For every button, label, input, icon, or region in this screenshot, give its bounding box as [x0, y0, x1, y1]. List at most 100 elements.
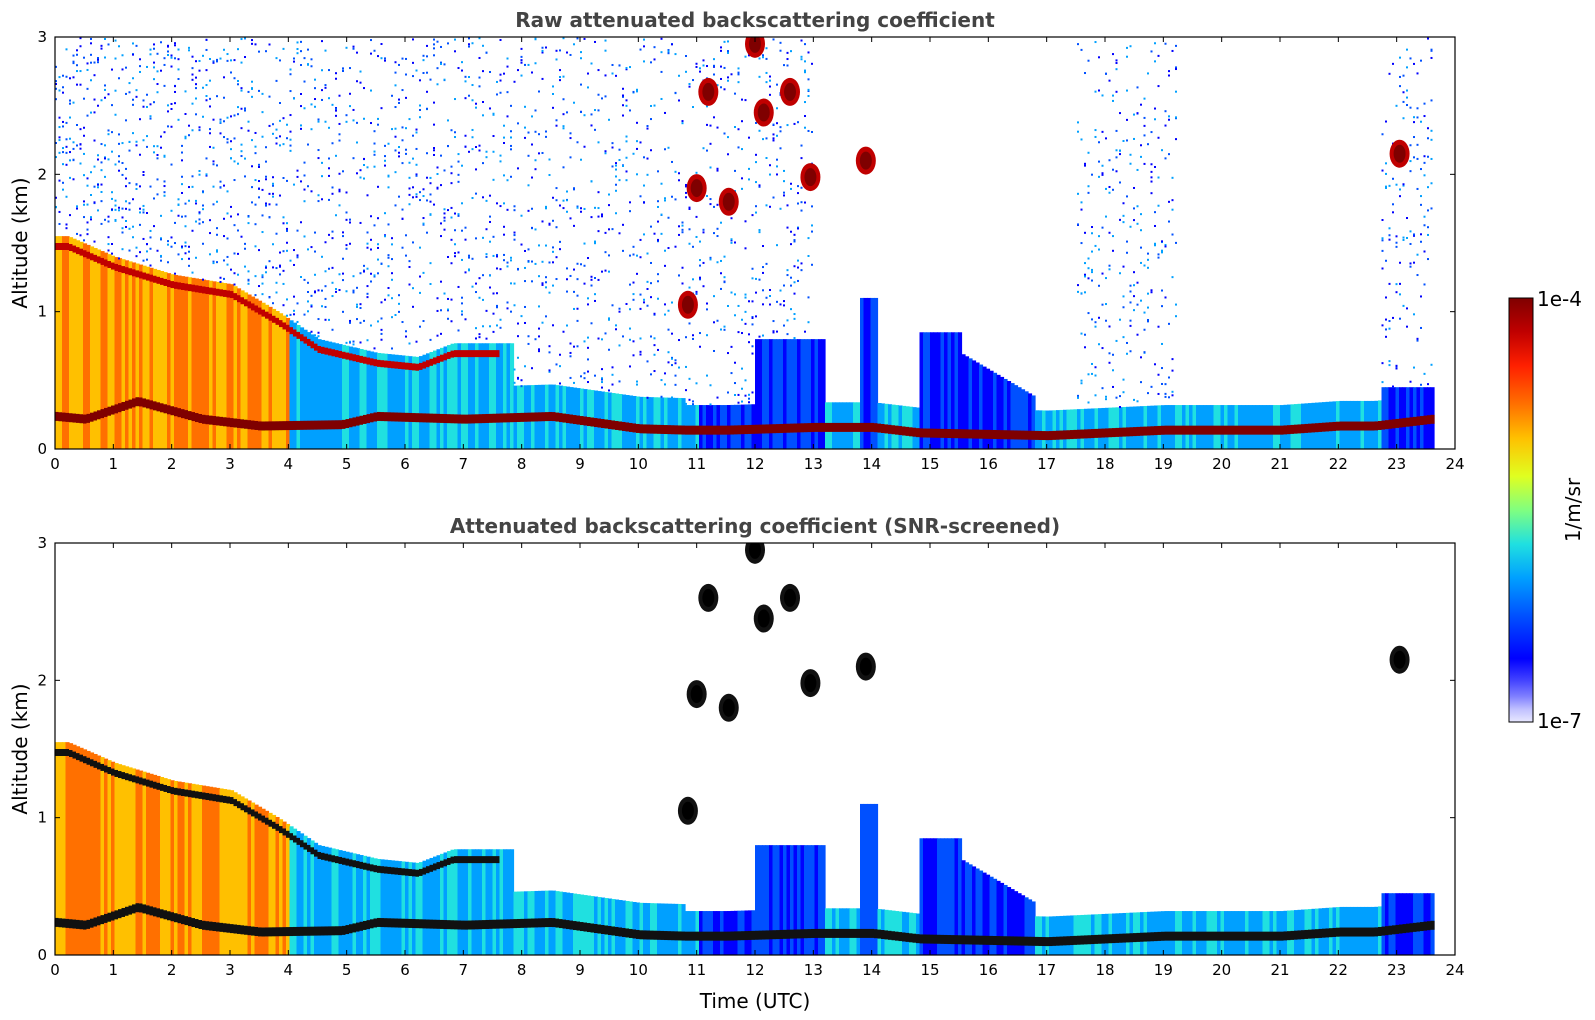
noise-speckle: [422, 195, 425, 198]
residual-layer-mark: [223, 795, 228, 803]
noise-speckle: [580, 51, 582, 54]
noise-speckle: [751, 277, 754, 280]
noise-speckle: [202, 204, 204, 207]
noise-speckle: [1430, 182, 1433, 185]
boundary-layer-mark: [1073, 935, 1078, 945]
noise-speckle: [104, 96, 106, 99]
boundary-layer-mark: [1227, 425, 1232, 435]
noise-speckle: [247, 129, 250, 132]
noise-speckle: [580, 263, 582, 266]
boundary-layer-mark: [1196, 931, 1201, 941]
noise-speckle: [660, 70, 663, 73]
boundary-layer-mark: [1364, 421, 1369, 431]
noise-speckle: [1409, 144, 1412, 147]
residual-layer-mark: [310, 341, 315, 349]
noise-speckle: [69, 77, 71, 80]
noise-speckle: [776, 107, 778, 110]
noise-speckle: [1098, 141, 1100, 144]
boundary-layer-mark: [373, 918, 378, 928]
boundary-layer-mark: [583, 922, 588, 932]
noise-speckle: [1409, 230, 1412, 233]
noise-speckle: [489, 240, 491, 243]
noise-speckle: [783, 180, 785, 183]
residual-layer-mark: [118, 771, 123, 779]
noise-speckle: [100, 44, 103, 47]
noise-speckle: [478, 277, 481, 280]
boundary-layer-mark: [818, 422, 823, 432]
noise-speckle: [83, 174, 85, 177]
noise-speckle: [531, 367, 533, 370]
boundary-layer-mark: [471, 414, 476, 424]
noise-speckle: [265, 50, 267, 53]
noise-speckle: [716, 84, 719, 87]
boundary-layer-mark: [576, 921, 581, 931]
boundary-layer-mark: [1154, 426, 1159, 436]
noise-speckle: [769, 75, 771, 78]
aerosol-column: [807, 339, 812, 449]
aerosol-column: [408, 356, 413, 449]
noise-speckle: [58, 116, 61, 119]
noise-speckle: [601, 386, 603, 389]
noise-speckle: [678, 179, 680, 182]
panel2-title: Attenuated backscattering coefficient (S…: [450, 514, 1060, 538]
boundary-layer-mark: [657, 424, 662, 434]
noise-speckle: [478, 336, 481, 339]
residual-layer-mark: [167, 280, 172, 288]
noise-speckle: [1385, 186, 1387, 189]
noise-speckle: [716, 319, 719, 322]
boundary-layer-mark: [846, 422, 851, 432]
noise-speckle: [1381, 324, 1384, 327]
noise-speckle: [447, 209, 449, 212]
noise-speckle: [90, 218, 92, 221]
noise-speckle: [506, 265, 509, 268]
boundary-layer-mark: [317, 926, 322, 936]
noise-speckle: [226, 263, 229, 266]
boundary-layer-mark: [118, 909, 123, 919]
noise-speckle: [237, 252, 239, 255]
residual-layer-mark: [251, 303, 256, 311]
noise-speckle: [384, 155, 386, 158]
aerosol-column: [366, 350, 371, 449]
noise-speckle: [132, 98, 134, 101]
residual-layer-mark: [195, 791, 200, 799]
noise-speckle: [727, 79, 729, 82]
noise-speckle: [254, 203, 257, 206]
noise-speckle: [429, 176, 432, 179]
noise-speckle: [625, 170, 628, 173]
noise-speckle: [730, 239, 733, 242]
boundary-layer-mark: [958, 429, 963, 439]
noise-speckle: [576, 206, 579, 209]
aerosol-column: [261, 302, 266, 449]
residual-layer-mark: [104, 259, 109, 267]
noise-speckle: [720, 46, 722, 49]
aerosol-column: [114, 763, 119, 955]
residual-layer-mark: [240, 803, 245, 811]
boundary-layer-mark: [835, 928, 840, 938]
boundary-layer-mark: [401, 412, 406, 422]
noise-speckle: [191, 55, 194, 58]
noise-speckle: [569, 342, 572, 345]
boundary-layer-mark: [163, 910, 168, 920]
noise-speckle: [90, 194, 92, 197]
noise-speckle: [811, 230, 813, 233]
noise-speckle: [748, 397, 750, 400]
noise-speckle: [447, 297, 449, 300]
noise-speckle: [380, 262, 383, 265]
aerosol-column: [496, 343, 501, 449]
aerosol-column: [622, 900, 627, 955]
aerosol-column: [454, 849, 459, 955]
residual-layer-mark: [377, 865, 382, 873]
noise-speckle: [629, 308, 631, 311]
noise-speckle: [646, 127, 649, 130]
noise-speckle: [730, 345, 733, 348]
noise-speckle: [1091, 279, 1093, 282]
noise-speckle: [174, 44, 176, 47]
x-tick-label: 0: [50, 961, 60, 979]
noise-speckle: [100, 99, 103, 102]
residual-layer-mark: [401, 868, 406, 876]
noise-speckle: [121, 231, 124, 234]
noise-speckle: [436, 166, 439, 169]
aerosol-column: [170, 780, 175, 955]
noise-speckle: [1119, 112, 1121, 115]
boundary-layer-mark: [779, 929, 784, 939]
